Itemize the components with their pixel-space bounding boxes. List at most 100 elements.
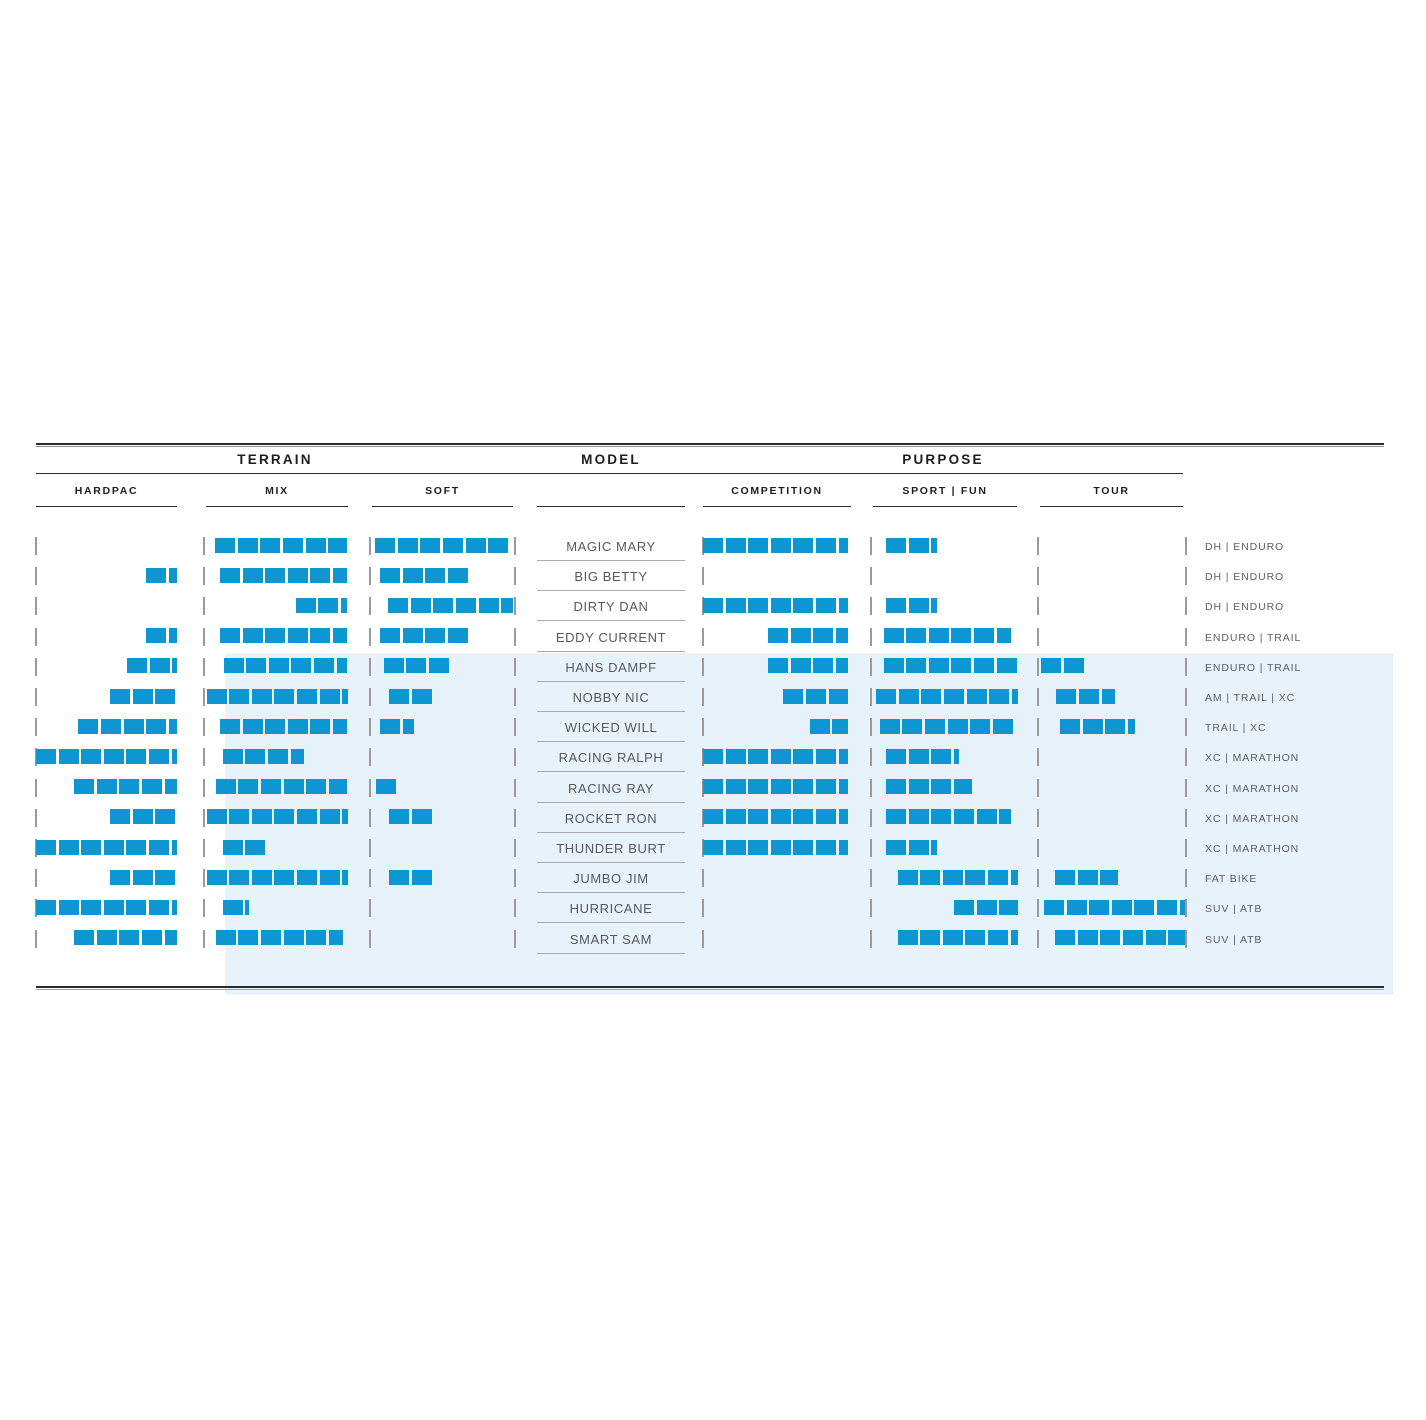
- terrain-bar-segment: [425, 628, 446, 644]
- bottom-rule-shadow: [36, 989, 1384, 990]
- purpose-bar-segment: [748, 779, 769, 795]
- model-name: SMART SAM: [569, 931, 653, 947]
- column-header-rule-sport-fun: [873, 506, 1017, 507]
- purpose-bar-segment: [1111, 900, 1132, 915]
- terrain-bar-segment: [319, 688, 340, 704]
- purpose-bar-segment: [725, 749, 746, 764]
- purpose-bar-segment: [836, 658, 848, 674]
- purpose-axis-tick: [1037, 869, 1039, 888]
- purpose-bar-segment: [1056, 688, 1077, 704]
- terrain-bar-segment: [342, 869, 348, 885]
- terrain-bar-segment: [251, 869, 272, 885]
- terrain-bar-segment: [164, 930, 178, 946]
- terrain-bar-segment: [287, 567, 308, 583]
- purpose-bar-segment: [954, 749, 959, 764]
- purpose-bar-segment: [947, 718, 968, 734]
- terrain-axis-tick: [513, 597, 516, 616]
- purpose-axis-tick: [702, 567, 704, 586]
- column-header-mix: MIX: [265, 485, 289, 497]
- purpose-bar-segment: [768, 628, 789, 644]
- purpose-bar-segment: [838, 749, 848, 764]
- purpose-bar-segment: [770, 598, 791, 613]
- terrain-bar-segment: [220, 567, 241, 583]
- terrain-bar-segment: [265, 718, 286, 734]
- terrain-axis-tick: [203, 808, 205, 827]
- purpose-axis-tick: [1037, 627, 1039, 646]
- purpose-axis-tick: [1185, 869, 1187, 888]
- model-name: WICKED WILL: [564, 720, 658, 736]
- purpose-bar-segment: [970, 718, 991, 734]
- terrain-bar-segment: [265, 567, 286, 583]
- terrain-bar-segment: [206, 688, 227, 704]
- purpose-axis-tick: [1185, 839, 1187, 857]
- purpose-axis-tick: [1185, 657, 1187, 676]
- terrain-bar-segment: [380, 718, 401, 734]
- purpose-axis-tick: [1037, 808, 1039, 827]
- purpose-bar-segment: [954, 779, 972, 795]
- purpose-bar-segment: [886, 779, 907, 795]
- purpose-bar-segment: [748, 839, 769, 855]
- purpose-bar-segment: [1010, 869, 1018, 885]
- purpose-bar-segment: [886, 537, 907, 553]
- purpose-bar-segment: [832, 718, 848, 734]
- purpose-axis-tick: [1185, 748, 1187, 767]
- model-name-rule: [537, 620, 685, 622]
- terrain-bar-segment: [328, 930, 343, 946]
- terrain-bar-segment: [488, 537, 509, 553]
- purpose-bar-segment: [921, 688, 942, 704]
- terrain-axis-tick: [369, 808, 371, 827]
- terrain-bar-segment: [146, 718, 167, 734]
- terrain-bar-segment: [336, 658, 348, 674]
- purpose-axis-tick: [1185, 627, 1187, 646]
- terrain-bar-segment: [328, 779, 348, 795]
- discipline-label: DH | ENDURO: [1205, 541, 1285, 553]
- purpose-bar-segment: [703, 537, 723, 553]
- terrain-bar-segment: [126, 749, 147, 764]
- terrain-axis-tick: [369, 839, 371, 857]
- terrain-axis-tick: [369, 537, 371, 555]
- purpose-axis-tick: [1037, 537, 1039, 555]
- purpose-axis-tick: [1037, 839, 1039, 857]
- purpose-bar-segment: [1100, 930, 1121, 946]
- column-header-rule-model: [537, 506, 685, 507]
- terrain-axis-tick: [35, 869, 37, 888]
- purpose-bar-segment: [816, 839, 836, 855]
- terrain-axis-tick: [513, 688, 516, 706]
- terrain-bar-segment: [380, 628, 401, 644]
- terrain-bar-segment: [36, 900, 56, 915]
- terrain-bar-segment: [342, 688, 348, 704]
- discipline-label: AM | TRAIL | XC: [1205, 692, 1296, 704]
- terrain-bar-segment: [447, 567, 468, 583]
- terrain-bar-segment: [501, 598, 514, 613]
- purpose-bar-segment: [770, 749, 791, 764]
- terrain-bar-segment: [310, 567, 331, 583]
- terrain-bar-segment: [306, 779, 327, 795]
- terrain-bar-segment: [238, 930, 259, 946]
- purpose-bar-segment: [703, 839, 723, 855]
- purpose-bar-segment: [954, 900, 975, 915]
- terrain-bar-segment: [146, 628, 167, 644]
- terrain-bar-segment: [402, 567, 423, 583]
- purpose-bar-segment: [1123, 930, 1144, 946]
- terrain-bar-segment: [433, 598, 454, 613]
- purpose-bar-segment: [908, 537, 929, 553]
- terrain-bar-segment: [119, 930, 140, 946]
- model-name-rule: [537, 892, 685, 894]
- terrain-bar-segment: [290, 749, 305, 764]
- model-name-rule: [537, 680, 685, 682]
- terrain-bar-segment: [110, 688, 131, 704]
- purpose-bar-segment: [908, 779, 929, 795]
- purpose-axis-tick: [702, 657, 704, 676]
- purpose-axis-tick: [870, 567, 872, 586]
- purpose-bar-segment: [1101, 688, 1116, 704]
- top-rule-shadow: [36, 446, 1384, 447]
- terrain-bar-segment: [155, 688, 176, 704]
- purpose-bar-segment: [886, 749, 907, 764]
- purpose-bar-segment: [793, 779, 814, 795]
- terrain-axis-tick: [513, 899, 516, 918]
- purpose-bar-segment: [954, 809, 974, 825]
- purpose-bar-segment: [1055, 930, 1076, 946]
- purpose-axis-tick: [870, 657, 872, 676]
- terrain-axis-tick: [369, 778, 371, 797]
- model-name-rule: [537, 741, 685, 743]
